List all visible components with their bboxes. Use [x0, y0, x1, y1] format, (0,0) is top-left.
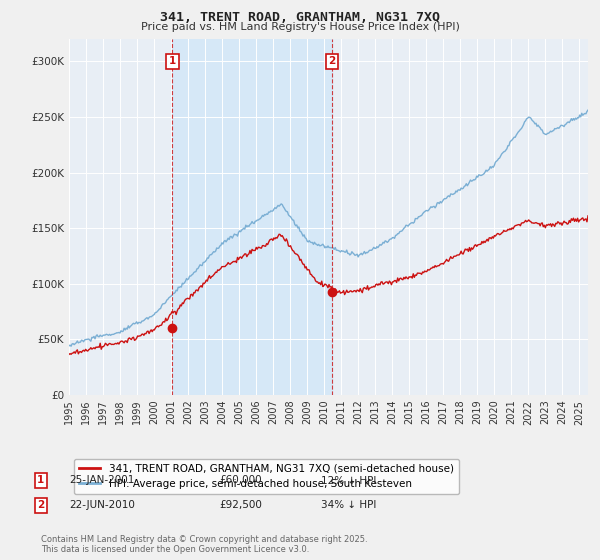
Text: 25-JAN-2001: 25-JAN-2001	[69, 475, 134, 486]
Text: 1: 1	[37, 475, 44, 486]
Text: 34% ↓ HPI: 34% ↓ HPI	[321, 500, 376, 510]
Text: 1: 1	[169, 57, 176, 67]
Text: Price paid vs. HM Land Registry's House Price Index (HPI): Price paid vs. HM Land Registry's House …	[140, 22, 460, 32]
Text: 341, TRENT ROAD, GRANTHAM, NG31 7XQ: 341, TRENT ROAD, GRANTHAM, NG31 7XQ	[160, 11, 440, 24]
Text: £92,500: £92,500	[219, 500, 262, 510]
Legend: 341, TRENT ROAD, GRANTHAM, NG31 7XQ (semi-detached house), HPI: Average price, s: 341, TRENT ROAD, GRANTHAM, NG31 7XQ (sem…	[74, 459, 459, 494]
Text: 2: 2	[37, 500, 44, 510]
Text: Contains HM Land Registry data © Crown copyright and database right 2025.
This d: Contains HM Land Registry data © Crown c…	[41, 535, 367, 554]
Text: 22-JUN-2010: 22-JUN-2010	[69, 500, 135, 510]
Text: £60,000: £60,000	[219, 475, 262, 486]
Bar	[172, 39, 332, 395]
Text: 12% ↓ HPI: 12% ↓ HPI	[321, 475, 376, 486]
Text: 2: 2	[329, 57, 336, 67]
